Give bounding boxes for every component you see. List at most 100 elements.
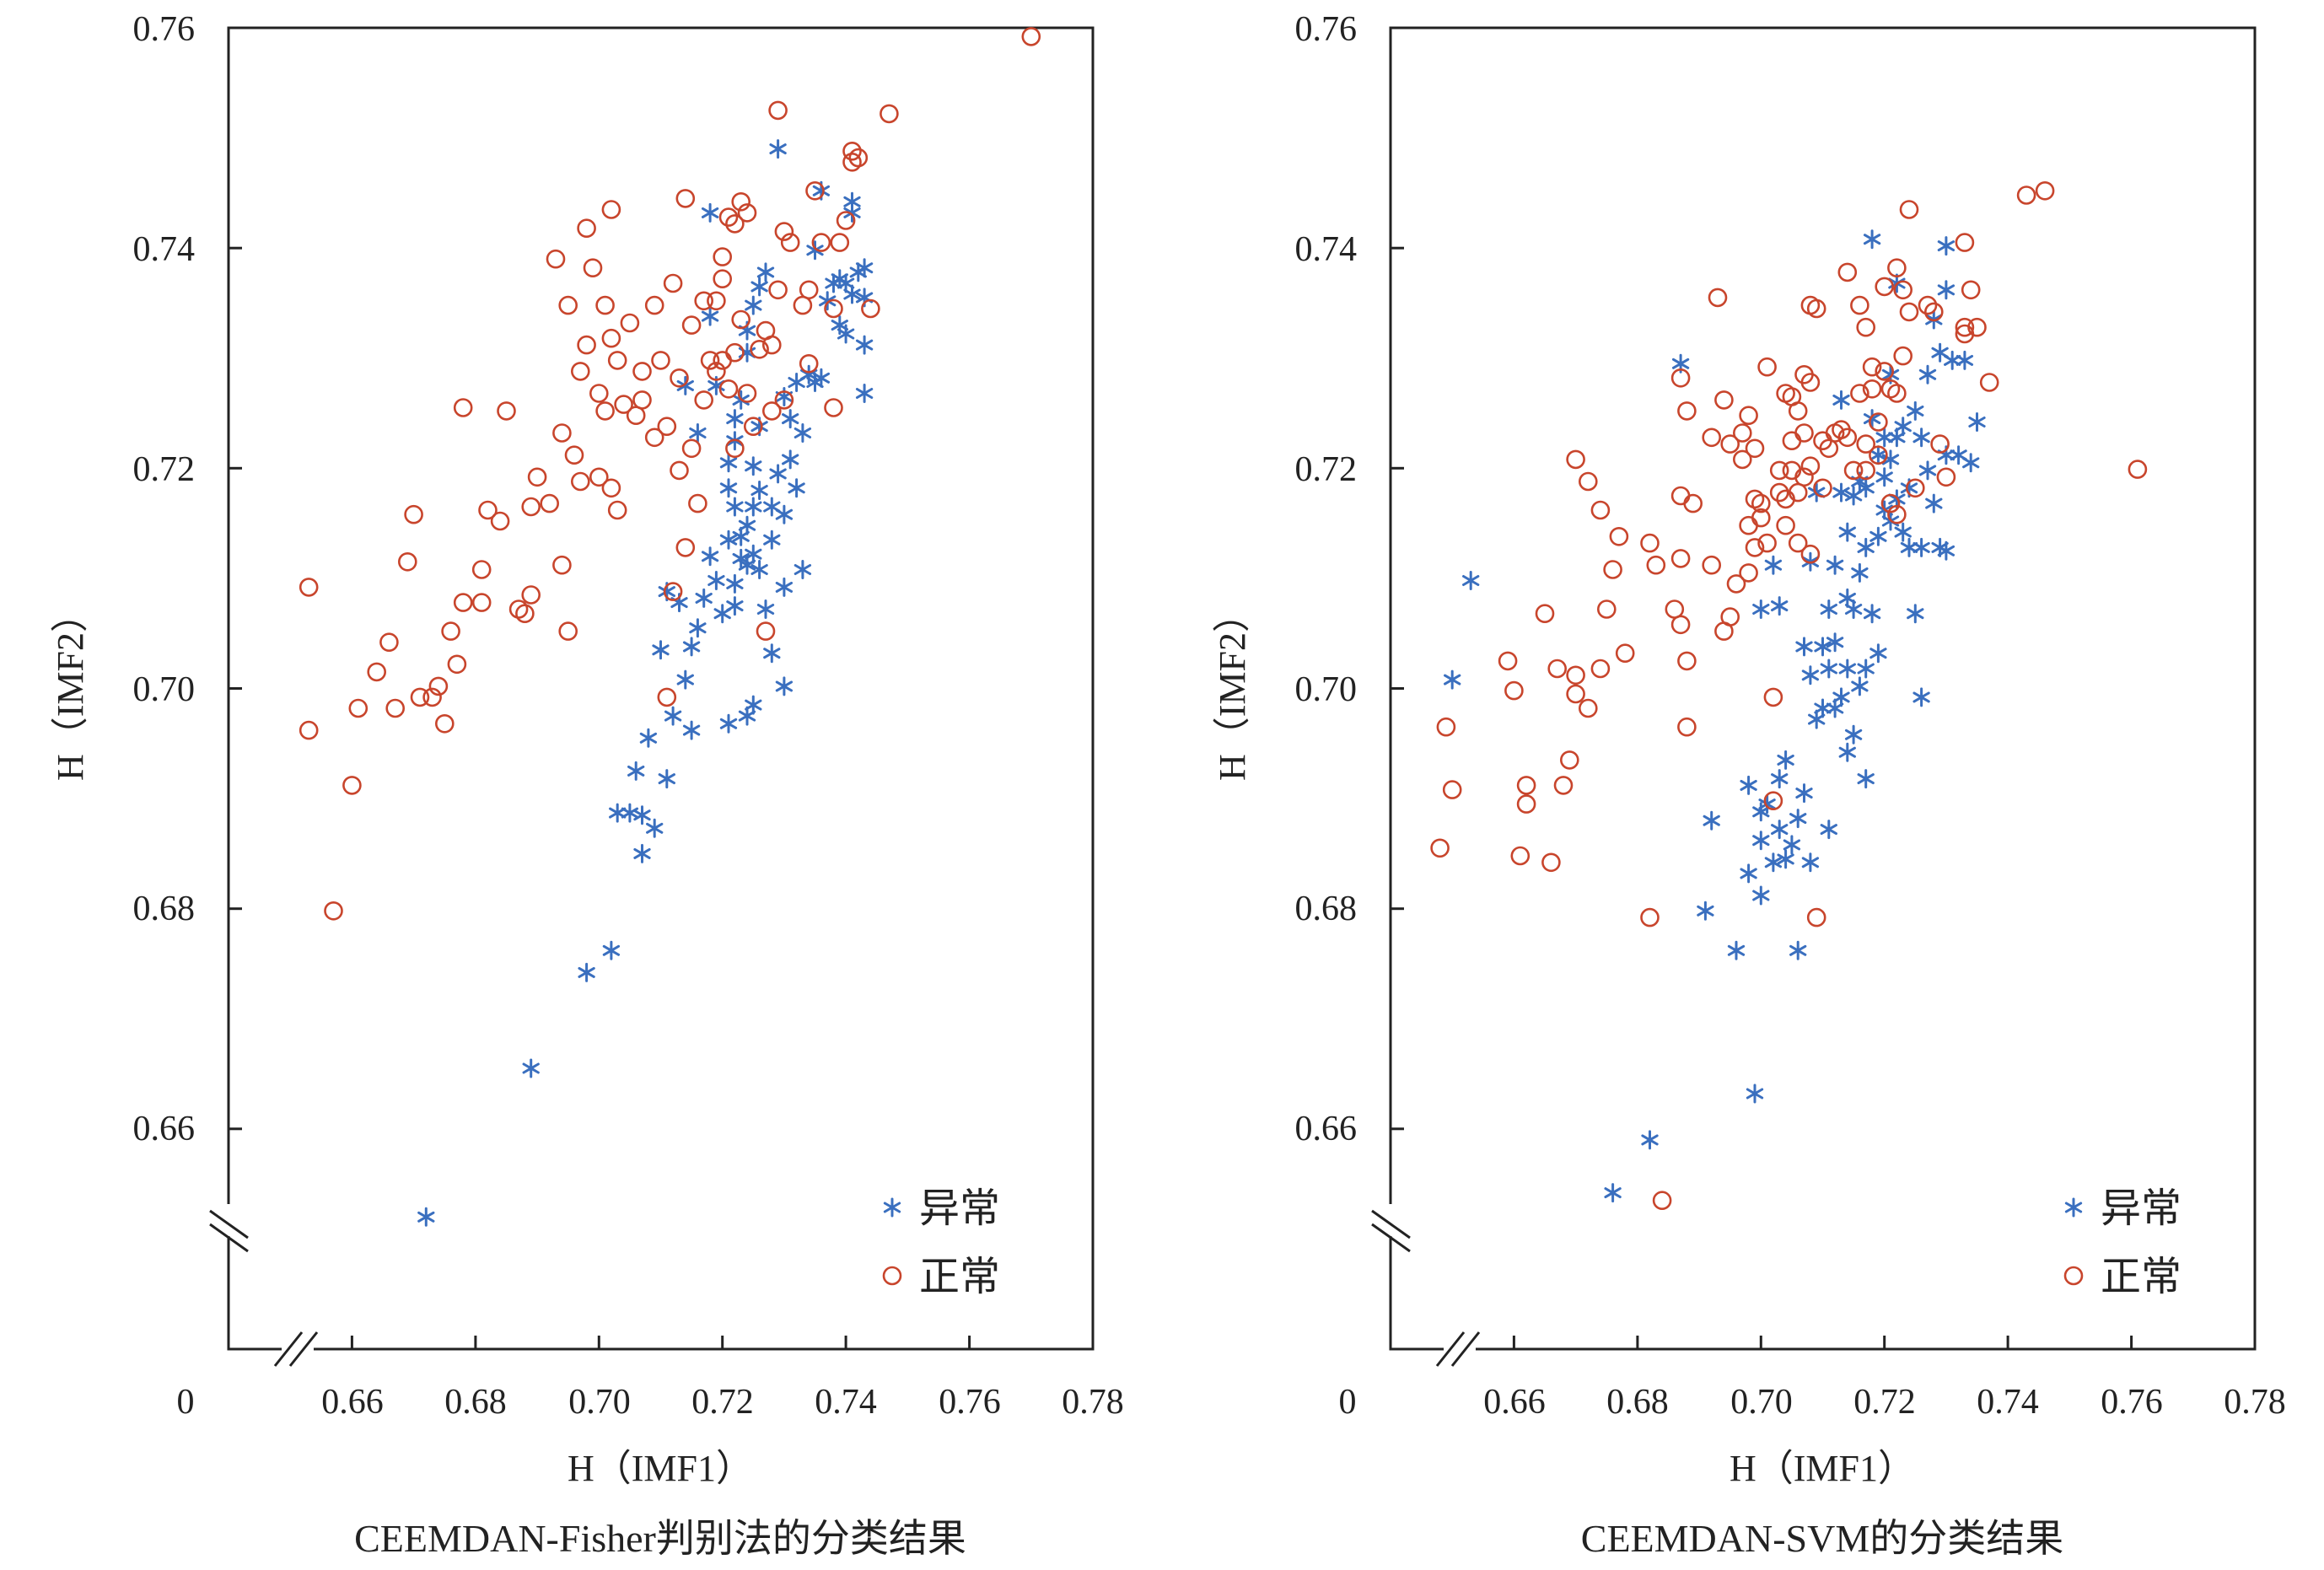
normal-point xyxy=(385,698,406,718)
abnormal-point xyxy=(1826,632,1844,653)
abnormal-point xyxy=(1826,698,1844,718)
normal-point xyxy=(2016,185,2036,205)
normal-point xyxy=(1763,791,1783,811)
normal-point xyxy=(2128,460,2148,479)
normal-point xyxy=(743,417,763,437)
normal-point xyxy=(552,423,572,443)
normal-point xyxy=(675,538,696,557)
normal-point xyxy=(725,214,745,234)
abnormal-point xyxy=(1789,940,1807,960)
normal-point xyxy=(1442,780,1462,799)
x-origin-label: 0 xyxy=(177,1383,195,1422)
normal-point xyxy=(1906,478,1925,498)
normal-point xyxy=(793,295,813,315)
normal-point xyxy=(367,662,387,682)
normal-point xyxy=(1702,555,1721,575)
normal-point xyxy=(589,467,609,487)
normal-point xyxy=(589,384,609,403)
plot-frame xyxy=(1389,26,2257,1351)
abnormal-point xyxy=(1931,342,1949,363)
abnormal-point xyxy=(745,497,762,517)
x-tick-labels: 0 0.66 0.68 0.70 0.72 0.74 0.76 0.78 xyxy=(177,1383,1124,1422)
abnormal-point xyxy=(676,375,694,395)
abnormal-point xyxy=(652,640,670,660)
legend-abnormal-label: 异常 xyxy=(919,1186,1000,1231)
abnormal-point xyxy=(1764,852,1783,873)
normal-point xyxy=(768,100,788,121)
normal-point xyxy=(1566,449,1585,470)
abnormal-point xyxy=(609,803,627,823)
normal-point xyxy=(761,335,782,355)
normal-point xyxy=(1800,373,1821,392)
y-axis-break-mark xyxy=(209,1223,249,1253)
normal-point xyxy=(670,368,689,388)
abnormal-point xyxy=(837,273,855,293)
normal-point xyxy=(805,181,825,201)
normal-point xyxy=(1887,258,1907,278)
normal-point xyxy=(1862,379,1882,399)
normal-point xyxy=(497,401,516,421)
normal-point xyxy=(428,676,449,696)
normal-point xyxy=(453,398,473,417)
normal-point xyxy=(299,578,319,597)
normal-point xyxy=(595,295,615,315)
abnormal-point xyxy=(701,306,719,326)
normal-point xyxy=(527,467,547,487)
y-axis-break-mark xyxy=(209,1209,249,1239)
scatter-points xyxy=(299,27,1041,1227)
abnormal-point xyxy=(689,618,707,638)
normal-point xyxy=(595,401,615,421)
x-tick-label: 0.70 xyxy=(1730,1383,1793,1422)
abnormal-point xyxy=(788,373,805,392)
chart-svm: 0.66 0.68 0.70 0.72 0.74 0.76 0 0.66 0.6… xyxy=(1212,10,2286,1560)
normal-point xyxy=(453,593,473,612)
x-axis-break-mark xyxy=(288,1331,319,1367)
x-tick-label: 0.74 xyxy=(815,1383,877,1422)
y-axis-title: H（IMF2） xyxy=(50,595,91,781)
normal-point xyxy=(410,687,430,707)
y-tick-label: 0.76 xyxy=(1295,10,1358,49)
normal-point xyxy=(700,351,720,370)
abnormal-point xyxy=(1863,229,1881,250)
normal-point xyxy=(1850,384,1869,403)
normal-point xyxy=(1837,427,1858,448)
normal-point xyxy=(681,438,702,459)
x-tick-label: 0.76 xyxy=(939,1383,1001,1422)
abnormal-point xyxy=(1875,467,1893,487)
abnormal-point xyxy=(701,546,719,567)
normal-point xyxy=(1936,467,1956,487)
normal-point xyxy=(1726,574,1746,594)
asterisk-icon xyxy=(2064,1197,2083,1218)
abnormal-point xyxy=(1727,940,1746,960)
abnormal-point xyxy=(1604,1183,1622,1203)
abnormal-point xyxy=(1752,600,1770,619)
abnormal-point xyxy=(1907,604,1924,624)
abnormal-point xyxy=(738,555,756,575)
x-origin-label: 0 xyxy=(1339,1383,1357,1422)
normal-point xyxy=(657,687,677,707)
normal-point xyxy=(750,339,769,359)
abnormal-point xyxy=(1771,820,1789,840)
normal-point xyxy=(1745,538,1765,557)
normal-point xyxy=(632,390,652,410)
normal-point xyxy=(348,698,369,718)
abnormal-point xyxy=(1875,427,1893,448)
normal-point xyxy=(558,295,578,315)
normal-point xyxy=(324,901,343,921)
abnormal-point xyxy=(1826,555,1844,575)
normal-point xyxy=(688,493,707,513)
normal-point xyxy=(1640,533,1660,553)
abnormal-point xyxy=(522,1058,540,1078)
y-tick-label: 0.66 xyxy=(1295,1110,1358,1148)
legend: 异常 正常 xyxy=(882,1186,1000,1299)
abnormal-point xyxy=(1801,852,1820,873)
x-tick-label: 0.68 xyxy=(1606,1383,1669,1422)
abnormal-point xyxy=(689,423,707,443)
normal-point xyxy=(718,379,739,399)
normal-point xyxy=(1541,852,1561,873)
abnormal-point xyxy=(1955,350,1974,370)
normal-point xyxy=(521,497,541,517)
normal-point xyxy=(799,353,819,374)
abnormal-point xyxy=(682,637,701,657)
normal-point xyxy=(1670,368,1691,388)
